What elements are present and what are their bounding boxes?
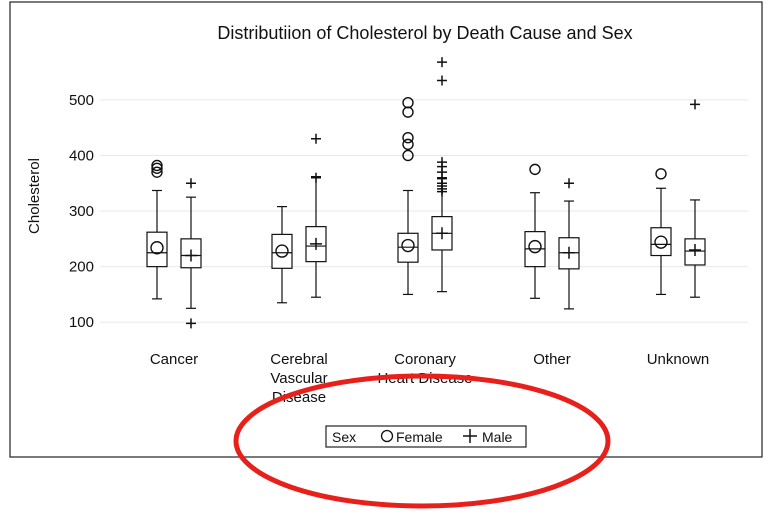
box-female-2 [397,189,419,296]
box-female-4 [650,168,672,296]
mean-marker [275,244,289,258]
y-axis-label: Cholesterol [26,158,43,234]
outlier-marker [402,149,414,162]
y-tick-label: 200 [69,259,94,276]
mean-marker [150,241,164,255]
mean-marker [654,235,668,249]
x-category-label-line: Vascular [270,370,327,387]
mean-marker [401,238,415,253]
legend-female-marker [380,429,394,443]
x-category-label-line: Cancer [150,351,198,368]
outlier-marker [529,163,541,176]
chart-frame [9,1,763,458]
legend-box [325,425,527,448]
interquartile-box [271,233,293,269]
box-male-4 [684,99,706,298]
outlier-marker [437,75,447,86]
box-female-3 [524,163,546,299]
box-female-1 [271,206,293,304]
legend-title: Sex [332,429,356,445]
x-category-label-line: Coronary [394,351,456,368]
interquartile-box [650,227,672,257]
legend-male-label: Male [482,429,513,445]
outlier-marker [151,159,163,172]
box-male-1 [305,176,327,298]
outlier-marker [564,178,574,189]
box-female-0 [146,159,168,300]
outlier-marker [655,168,667,180]
mean-marker [689,243,701,256]
outlier-marker [402,131,414,144]
box-male-3 [558,178,580,310]
outlier-marker [402,138,414,151]
mean-marker [310,237,322,250]
box-plot-series [146,57,706,329]
y-tick-label: 500 [69,92,94,109]
x-category-label: Other [533,351,571,368]
interquartile-box [146,231,168,268]
legend-female-label: Female [396,429,443,445]
outlier-marker [151,166,163,178]
x-category-label-line: Unknown [647,351,710,368]
outlier-marker [186,178,196,189]
mean-marker [563,246,575,259]
mean-marker [185,249,197,262]
mean-marker [436,227,448,240]
x-category-label: Cerebral Vascular Disease [270,351,328,406]
outlier-marker [151,162,163,174]
y-axis-ticks: 100 200 300 400 500 [69,92,94,331]
x-category-label-line: Other [533,351,571,368]
outlier-marker [311,172,321,183]
box-male-2 [431,178,453,293]
outlier-marker [690,99,700,110]
x-category-label-line: Cerebral [270,351,328,368]
outlier-marker [186,318,196,329]
outlier-marker [402,96,414,109]
outlier-marker [437,57,447,68]
y-tick-label: 100 [69,314,94,331]
gridlines [100,99,748,323]
box-male-0 [180,178,202,329]
y-tick-label: 300 [69,203,94,220]
x-category-label: Unknown [647,351,710,368]
y-tick-label: 400 [69,147,94,164]
outlier-marker [311,133,321,144]
legend-male-marker [463,429,477,443]
mean-marker [528,239,542,254]
legend: Sex Female Male [325,425,527,448]
chart-title: Distributiion of Cholesterol by Death Ca… [217,23,632,43]
red-highlight-ellipse [233,373,611,509]
outlier-marker [437,157,447,168]
x-category-label: Cancer [150,351,198,368]
x-category-label-line: Disease [272,389,326,406]
